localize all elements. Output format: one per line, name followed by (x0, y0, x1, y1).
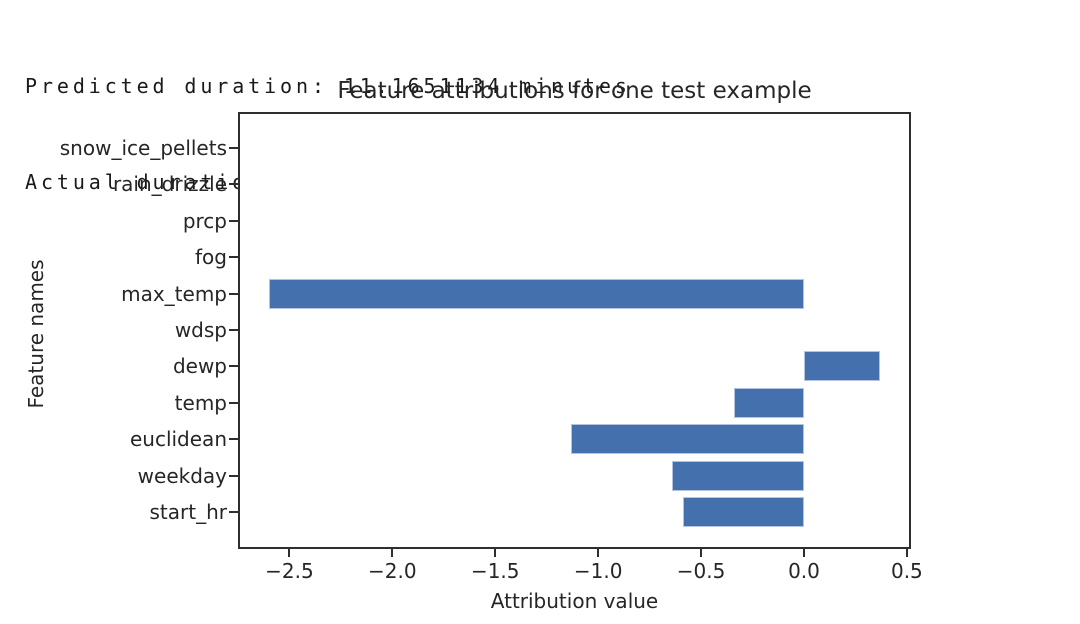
y-tick-mark (229, 511, 238, 513)
bar-euclidean (571, 424, 804, 455)
predicted-duration-text: Predicted duration: 11.1651134 minutes (25, 74, 631, 98)
x-tick-label: −2.5 (265, 559, 314, 583)
y-tick-mark (229, 474, 238, 477)
x-tick-label: 0.0 (788, 559, 820, 583)
y-tick-mark (229, 183, 238, 186)
y-tick-mark (229, 256, 238, 259)
y-tick-mark (229, 329, 238, 331)
y-tick-label-rain_drizzle: rain_drizzle (112, 172, 227, 197)
x-tick-mark (700, 549, 703, 557)
y-tick-label-start_hr: start_hr (149, 500, 227, 524)
plot-area (238, 112, 911, 549)
x-tick-mark (494, 549, 497, 557)
y-tick-label-wdsp: wdsp (174, 318, 227, 342)
y-tick-mark (229, 219, 238, 222)
y-tick-mark (229, 147, 238, 149)
y-tick-label-max_temp: max_temp (121, 281, 227, 306)
y-tick-mark (229, 438, 238, 441)
y-tick-label-prcp: prcp (182, 208, 227, 233)
bar-dewp (803, 351, 881, 382)
x-axis-label: Attribution value (490, 589, 659, 613)
bar-weekday (672, 460, 804, 491)
y-tick-mark (229, 292, 238, 295)
x-tick-label: −0.5 (676, 559, 726, 583)
x-tick-mark (597, 549, 600, 557)
y-tick-mark (229, 365, 238, 368)
x-tick-mark (905, 549, 908, 557)
bar-max_temp (268, 278, 804, 309)
x-tick-mark (391, 549, 394, 557)
bar-temp (734, 387, 804, 418)
y-tick-label-dewp: dewp (172, 354, 227, 379)
x-tick-label: −1.0 (573, 559, 623, 583)
y-tick-mark (229, 401, 238, 404)
chart-title: Feature attributions for one test exampl… (337, 78, 812, 104)
x-tick-label: −1.5 (470, 559, 520, 583)
x-tick-label: 0.5 (890, 559, 923, 583)
x-tick-mark (288, 549, 291, 557)
y-tick-label-euclidean: euclidean (129, 427, 227, 452)
y-tick-label-temp: temp (174, 390, 227, 415)
x-tick-label: −2.0 (368, 559, 417, 583)
x-tick-mark (802, 549, 805, 557)
y-tick-label-weekday: weekday (137, 463, 227, 488)
bar-start_hr (682, 497, 804, 527)
y-tick-label-fog: fog (195, 245, 227, 270)
y-tick-label-snow_ice_pellets: snow_ice_pellets (59, 136, 227, 160)
